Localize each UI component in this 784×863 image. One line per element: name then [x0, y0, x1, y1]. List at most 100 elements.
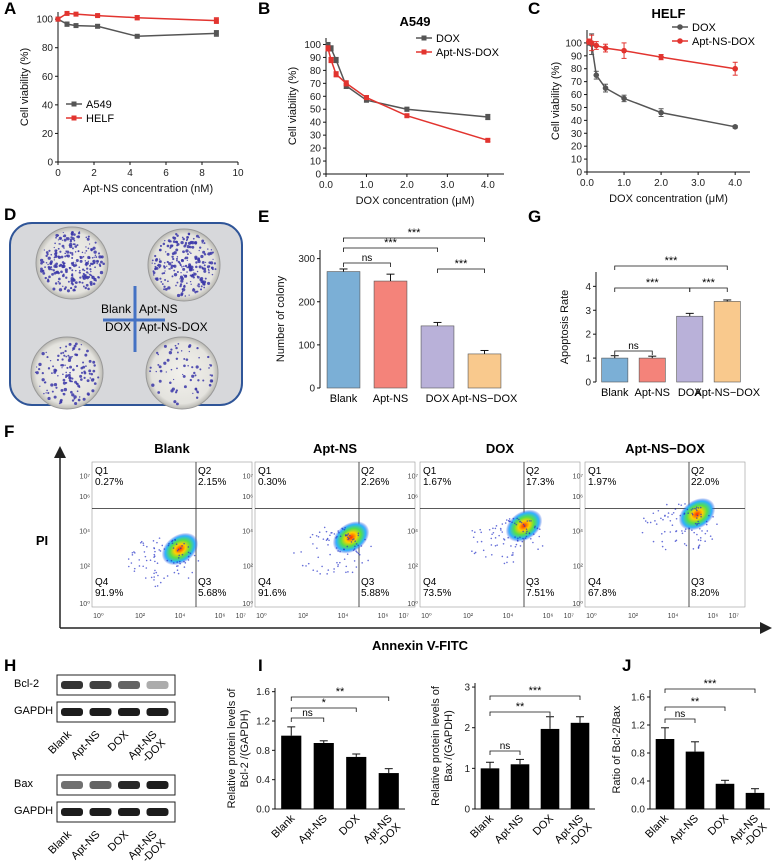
colony-dot [163, 285, 166, 288]
cell-event [669, 531, 672, 533]
colony-dot [155, 370, 157, 373]
colony-dot [80, 366, 84, 370]
colony-dot [210, 374, 214, 377]
colony-dot [177, 343, 180, 345]
culture-plate [145, 336, 219, 410]
data-point [325, 45, 331, 51]
cell-event [684, 528, 687, 530]
cell-event [149, 559, 152, 562]
cell-event [698, 544, 701, 547]
colony-dot [74, 269, 77, 272]
cell-event [146, 545, 148, 548]
quadrant-q4-label-line: 91.9% [95, 588, 123, 599]
colony-dot [53, 368, 57, 372]
category-label: Apt-NS−DOX [452, 393, 518, 405]
category-label: DOX [531, 812, 557, 838]
legend-marker [677, 38, 683, 44]
colony-dot [65, 381, 68, 384]
flow-plot-title: DOX [486, 441, 515, 456]
colony-dot [181, 288, 184, 291]
quadrant-q1-label: Q1 0.27% [95, 466, 123, 488]
cell-event [697, 507, 700, 509]
colony-dot [173, 400, 177, 404]
colony-dot [196, 270, 199, 273]
quadrant-q3-label-line: Q3 [691, 577, 705, 588]
cell-event [187, 577, 190, 579]
significance-label: ** [336, 686, 345, 698]
colony-dot [68, 379, 72, 382]
colony-dot [157, 391, 161, 394]
cell-event [312, 569, 315, 572]
cell-event [353, 548, 356, 550]
colony-dot [167, 280, 169, 283]
colony-dot [83, 274, 87, 277]
colony-dot [184, 257, 187, 260]
quadrant-q4-label-line: Q4 [95, 577, 109, 588]
cell-event [697, 520, 699, 523]
colony-dot [182, 374, 186, 378]
colony-dot [94, 241, 97, 244]
label-dox: DOX [105, 320, 131, 334]
x-tick-label: 2 [91, 168, 97, 179]
quadrant-q2-label: Q2 2.26% [361, 466, 389, 488]
y-tick-label: 40 [571, 116, 583, 127]
panel-letter-b: B [258, 0, 270, 18]
quadrant-q1-label: Q1 0.30% [258, 466, 286, 488]
y-tick-label: 1.2 [631, 721, 645, 732]
x-tick-label: 8 [199, 168, 205, 179]
colony-dot [52, 365, 55, 368]
cell-event [685, 544, 688, 547]
colony-dot [169, 268, 171, 270]
colony-dot [87, 287, 90, 291]
colony-dot [69, 251, 72, 254]
cell-event [353, 560, 356, 562]
colony-dot [63, 234, 67, 238]
colony-dot [164, 239, 166, 242]
category-label: Blank [601, 387, 629, 399]
quadrant-q2-label-line: 22.0% [691, 477, 719, 488]
colony-dot [80, 378, 83, 381]
cell-event [327, 569, 330, 571]
y-tick-label: 60 [571, 90, 583, 101]
quadrant-q3-label-line: 7.51% [526, 588, 554, 599]
cell-event [339, 535, 342, 538]
cell-event [370, 545, 372, 548]
colony-dot [93, 256, 95, 258]
y-tick-label: 10⁴ [572, 529, 583, 536]
blot-band [61, 808, 83, 816]
x-tick-label: 10⁰ [93, 612, 104, 620]
data-point [658, 109, 664, 116]
cell-event [343, 558, 346, 560]
cell-event [694, 522, 697, 525]
bar [281, 735, 302, 809]
colony-dot [71, 253, 74, 256]
colony-dot [191, 245, 195, 249]
blot-lane-label-line: DOX [106, 728, 132, 754]
cell-event [179, 547, 182, 550]
colony-dot [61, 244, 65, 248]
colony-dot [182, 250, 185, 254]
cell-event [345, 534, 347, 536]
cell-event [171, 539, 174, 542]
flow-plot-frame [584, 461, 746, 608]
colony-dot [64, 255, 67, 258]
colony-dot [68, 342, 72, 346]
x-tick-label: 10⁰ [586, 612, 597, 620]
colony-dot [92, 360, 96, 364]
y-tick-label: 60 [310, 92, 322, 103]
y-tick-label: 40 [42, 100, 54, 111]
cell-event [688, 527, 690, 530]
cell-event [143, 551, 146, 553]
quadrant-q4-label: Q4 91.9% [95, 577, 123, 599]
cell-event [187, 551, 190, 554]
colony-dot [158, 266, 161, 269]
y-tick-label: 80 [42, 43, 54, 54]
cell-density-cloud [332, 521, 370, 554]
cell-event [301, 564, 304, 567]
colony-dot [187, 236, 189, 238]
y-tick-label: 10⁴ [407, 529, 418, 536]
cell-event [695, 506, 698, 509]
colony-dot [172, 240, 176, 243]
cell-event [519, 545, 522, 547]
